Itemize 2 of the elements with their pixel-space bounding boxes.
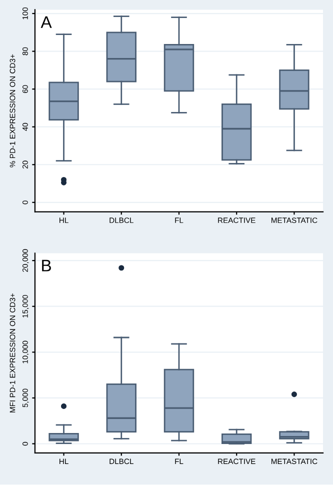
annotation: A xyxy=(40,16,52,28)
annotation: B xyxy=(42,260,51,272)
